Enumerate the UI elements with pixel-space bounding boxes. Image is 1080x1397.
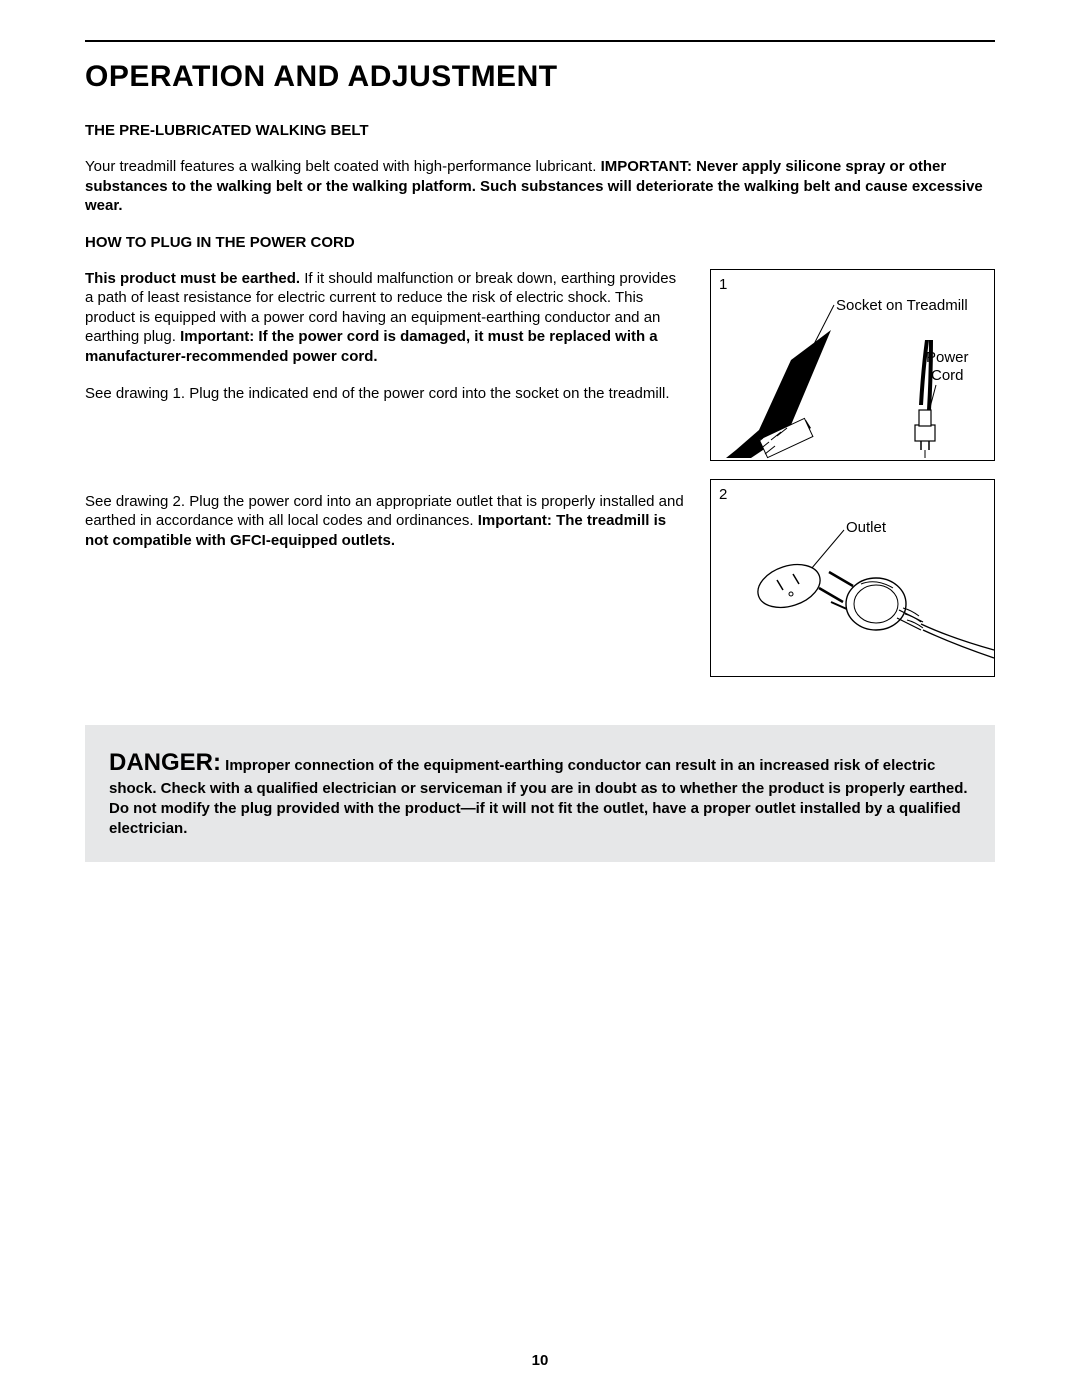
figure2-number: 2	[719, 486, 727, 503]
figure1-svg: Socket on Treadmill Power Cord	[711, 270, 996, 462]
figure-1: 1 Socket on Treadmill Power Cord	[710, 269, 995, 461]
figure1-number: 1	[719, 276, 727, 293]
figure-2: 2 Outlet	[710, 479, 995, 677]
figure1-label-cord: Cord	[931, 367, 964, 384]
outlet-icon	[752, 557, 825, 615]
danger-word: DANGER:	[109, 749, 221, 776]
figure2-label-outlet: Outlet	[846, 519, 887, 536]
figure1-label-socket: Socket on Treadmill	[836, 297, 968, 314]
section2-para1: This product must be earthed. If it shou…	[85, 269, 686, 367]
plug-icon	[819, 572, 994, 658]
danger-text: Improper connection of the equipment-ear…	[109, 757, 968, 838]
danger-box: DANGER: Improper connection of the equip…	[85, 725, 995, 862]
section2-heading: HOW TO PLUG IN THE POWER CORD	[85, 234, 995, 251]
figure2-svg: Outlet	[711, 480, 996, 678]
section1-heading: THE PRE-LUBRICATED WALKING BELT	[85, 122, 995, 139]
socket-connector-icon	[726, 330, 831, 458]
section1-intro: Your treadmill features a walking belt c…	[85, 158, 601, 175]
section1-para: Your treadmill features a walking belt c…	[85, 157, 995, 216]
page-title: OPERATION AND ADJUSTMENT	[85, 60, 995, 94]
section2-para2: See drawing 1. Plug the indicated end of…	[85, 384, 686, 404]
para1-bold: This product must be earthed.	[85, 270, 300, 287]
section2-para3: See drawing 2. Plug the power cord into …	[85, 492, 686, 551]
page-number: 10	[0, 1352, 1080, 1369]
